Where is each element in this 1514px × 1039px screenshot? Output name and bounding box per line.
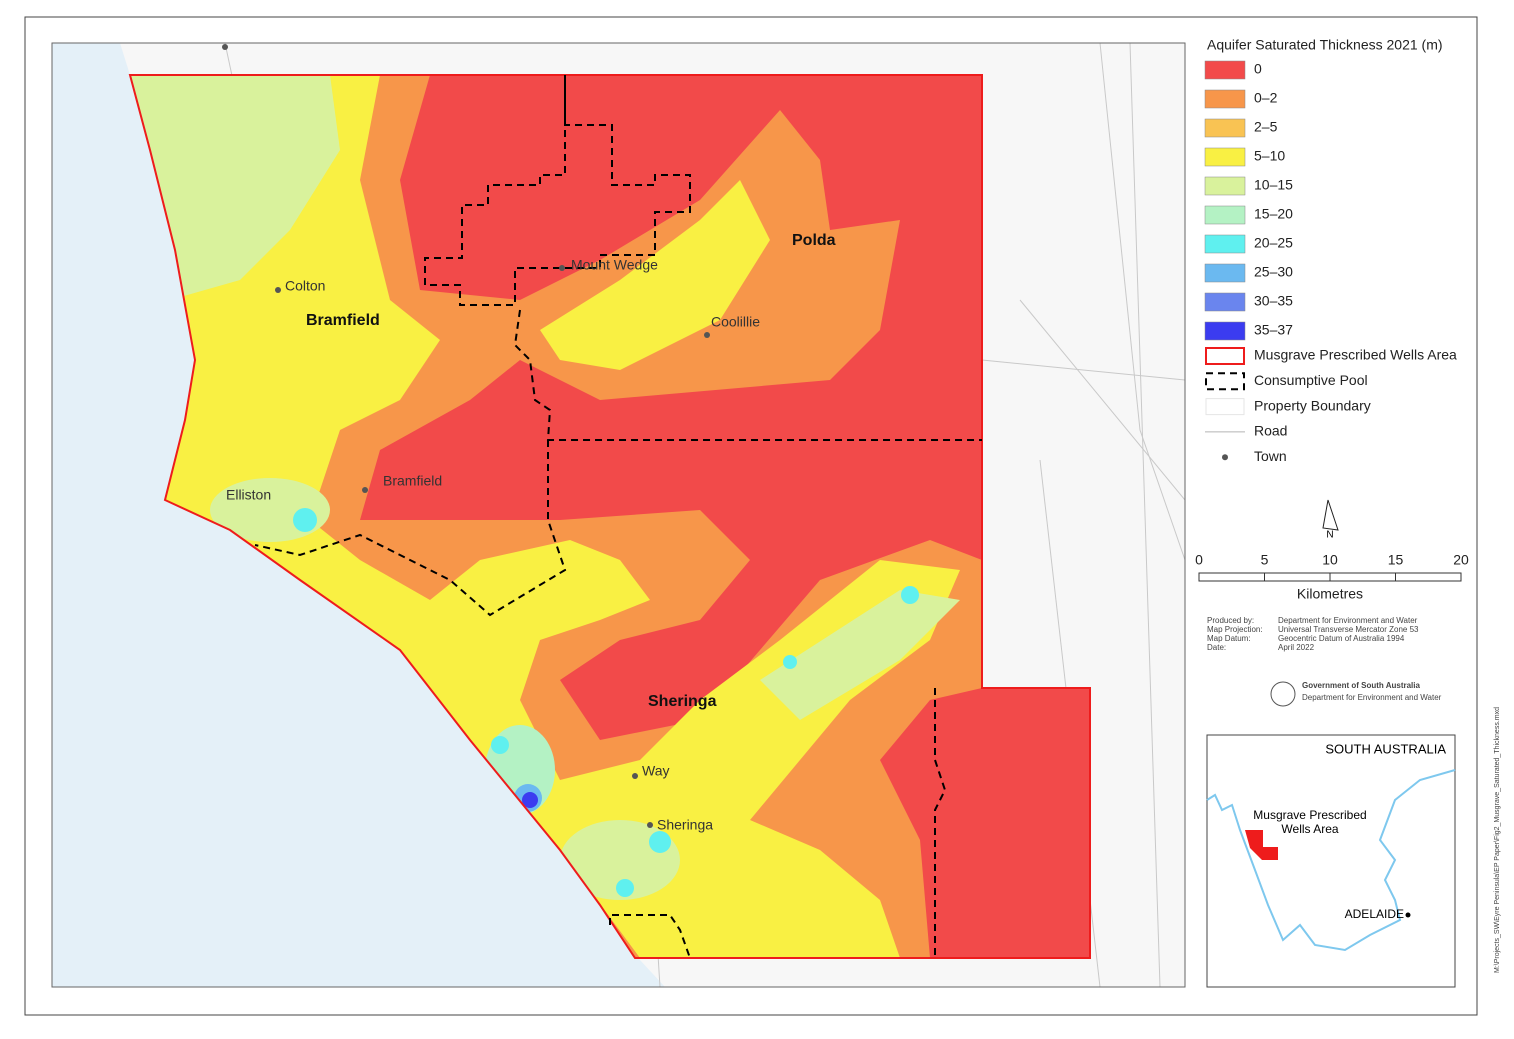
north-arrow [1322, 499, 1339, 531]
region-label: Bramfield [306, 312, 380, 329]
legend-swatch [1204, 292, 1246, 312]
inset-title: SOUTH AUSTRALIA [1325, 741, 1446, 756]
class-area [130, 75, 960, 958]
legend-swatch [1205, 347, 1245, 365]
place-label: Elliston [226, 487, 271, 503]
legend-label: 0–2 [1254, 90, 1278, 106]
class-area [649, 831, 671, 853]
place-label: Way [642, 763, 669, 779]
inset-city-label: ADELAIDE [1345, 907, 1404, 921]
legend-label: 35–37 [1254, 322, 1293, 338]
place-label: Colton [285, 278, 325, 294]
inset-area-label: Wells Area [1281, 822, 1338, 836]
scale-tick-label: 10 [1322, 552, 1338, 568]
scale-tick-label: 0 [1195, 552, 1203, 568]
inset-border [1206, 734, 1456, 988]
class-area [540, 180, 770, 370]
inset-area-label: Musgrave Prescribed [1253, 808, 1366, 822]
legend-swatch [1222, 454, 1228, 461]
legend-swatch [1204, 176, 1246, 196]
legend-swatch [1204, 89, 1246, 109]
legend-swatch [1205, 398, 1245, 416]
inset-area [1245, 830, 1278, 860]
file-path: M:\Projects_SW\Eyre Peninsula\EP Paper\F… [1494, 707, 1501, 973]
place-label: Coolillie [711, 314, 760, 330]
legend-label: 30–35 [1254, 293, 1293, 309]
credit-key: Map Projection: [1207, 625, 1263, 634]
legend-label: Musgrave Prescribed Wells Area [1254, 347, 1457, 363]
class-area [130, 75, 340, 300]
credit-key: Produced by: [1207, 616, 1254, 625]
inset-city [1405, 912, 1411, 918]
legend-label: 10–15 [1254, 177, 1293, 193]
place-label: Sheringa [657, 817, 713, 833]
logo: Government of South Australia Department… [1270, 681, 1442, 707]
legend-label: 15–20 [1254, 206, 1293, 222]
legend-label: 5–10 [1254, 148, 1285, 164]
place-label: Bramfield [383, 473, 442, 489]
inset-coast [1206, 769, 1456, 952]
inset-map: SOUTH AUSTRALIA Musgrave Prescribed Well… [1206, 734, 1456, 988]
credit-key: Date: [1207, 643, 1226, 652]
north-label: N [1326, 530, 1333, 541]
map-border [51, 42, 1186, 988]
credit-value: April 2022 [1278, 643, 1315, 652]
legend-swatch [1204, 263, 1246, 283]
map-frame: Colton Bramfield Polda Mount Wedge Cooli… [52, 43, 1185, 987]
legend-label: 2–5 [1254, 119, 1278, 135]
legend: 0 0–2 2–5 5–10 10–15 15–20 20–25 25–30 30–35 35–3… [1204, 60, 1457, 464]
legend-swatch [1204, 205, 1246, 225]
legend-label: 25–30 [1254, 264, 1293, 280]
credit-value: Universal Transverse Mercator Zone 53 [1278, 625, 1419, 634]
legend-swatch [1204, 234, 1246, 254]
region-label: Sheringa [648, 693, 717, 710]
legend-label: 0 [1254, 61, 1262, 77]
sea [52, 43, 665, 987]
legend-title: Aquifer Saturated Thickness 2021 (m) [1207, 37, 1443, 53]
class-area [522, 792, 538, 808]
legend-label: Consumptive Pool [1254, 372, 1368, 388]
credit-value: Geocentric Datum of Australia 1994 [1278, 634, 1405, 643]
legend-swatch [1204, 321, 1246, 341]
logo-emblem [1270, 681, 1296, 707]
scale-tick-label: 20 [1453, 552, 1469, 568]
legend-label: Road [1254, 423, 1287, 439]
class-area [616, 879, 634, 897]
logo-text: Department for Environment and Water [1302, 693, 1442, 702]
class-area [901, 586, 919, 604]
legend-swatch [1205, 372, 1245, 391]
legend-label: Property Boundary [1254, 397, 1371, 413]
region-label: Polda [792, 232, 836, 249]
scale-bar: 0 5 10 15 20 [1195, 552, 1469, 582]
scale-tick-label: 5 [1261, 552, 1269, 568]
class-area [491, 736, 509, 754]
legend-swatch [1204, 118, 1246, 138]
place-label: Mount Wedge [571, 257, 658, 273]
credits: Produced by: Department for Environment a… [1207, 616, 1419, 652]
class-area [783, 655, 797, 669]
prescribed-area-boundary [128, 74, 1091, 959]
class-area [293, 508, 317, 532]
scale-unit: Kilometres [1297, 586, 1363, 602]
credit-value: Department for Environment and Water [1278, 616, 1418, 625]
legend-swatch [1204, 60, 1246, 80]
logo-text: Government of South Australia [1302, 681, 1420, 690]
towns [222, 44, 710, 828]
consumptive-pools [254, 75, 982, 959]
credit-key: Map Datum: [1207, 634, 1251, 643]
legend-label: Town [1254, 448, 1287, 464]
legend-swatch [1204, 147, 1246, 167]
scale-tick-label: 15 [1388, 552, 1404, 568]
class-area [760, 590, 960, 720]
legend-label: 20–25 [1254, 235, 1293, 251]
